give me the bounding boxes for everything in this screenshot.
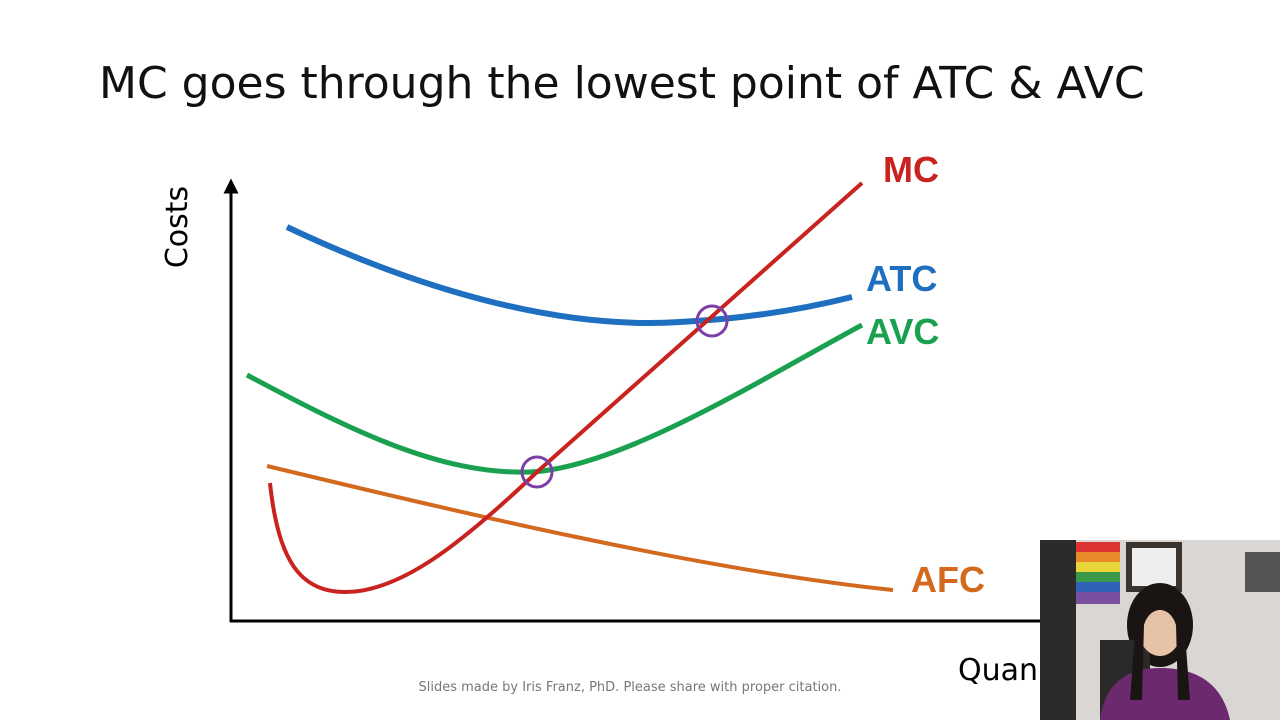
atc-curve — [285, 224, 853, 327]
afc-label: AFC — [911, 559, 985, 600]
x-axis-label: Quan — [958, 653, 1038, 688]
afc-curve — [266, 464, 894, 592]
slide-title: MC goes through the lowest point of ATC … — [99, 58, 1145, 109]
y-axis-label: Costs — [160, 186, 195, 268]
avc-curve — [245, 322, 864, 475]
mc-curve — [268, 181, 864, 595]
footer: Slides made by Iris Franz, PhD. Please s… — [419, 680, 842, 695]
atc-label: ATC — [866, 258, 937, 299]
intersection-marker — [520, 455, 554, 489]
avc-label: AVC — [866, 311, 939, 352]
webcam-overlay — [1040, 540, 1280, 720]
intersection-marker — [695, 304, 729, 338]
mc-label: MC — [883, 149, 939, 190]
